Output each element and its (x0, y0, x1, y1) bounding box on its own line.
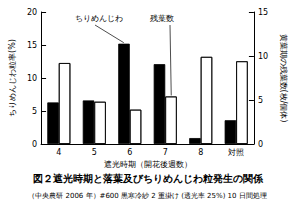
svg-text:黄葉期の残葉数(枚/個体): 黄葉期の残葉数(枚/個体) (279, 34, 288, 123)
svg-text:10: 10 (27, 74, 37, 83)
svg-text:20: 20 (27, 8, 37, 17)
svg-text:6: 6 (127, 148, 132, 157)
svg-text:5: 5 (92, 148, 97, 157)
svg-text:図２遮光時期と落葉及びちりめんじわ粒発生の関係: 図２遮光時期と落葉及びちりめんじわ粒発生の関係 (33, 173, 264, 184)
svg-text:ちりめんじわ: ちりめんじわ (75, 14, 123, 23)
svg-text:10: 10 (258, 52, 268, 61)
svg-text:7: 7 (163, 148, 168, 157)
svg-text:対照: 対照 (228, 148, 244, 157)
svg-text:15: 15 (27, 41, 37, 50)
svg-text:5: 5 (258, 96, 263, 105)
svg-text:遮光時期（開花後週数）: 遮光時期（開花後週数） (104, 160, 192, 169)
svg-text:ちりめんじわ粒率(%): ちりめんじわ粒率(%) (8, 39, 17, 117)
svg-text:0: 0 (258, 140, 263, 149)
svg-text:（中央農研 2006 年）#600 黒寒冷紗 2 重掛け (: （中央農研 2006 年）#600 黒寒冷紗 2 重掛け (透光率 25%) 1… (28, 192, 266, 200)
svg-text:残葉数: 残葉数 (150, 14, 174, 23)
svg-text:4: 4 (56, 148, 61, 157)
svg-text:15: 15 (258, 8, 268, 17)
svg-text:5: 5 (32, 107, 37, 116)
svg-text:8: 8 (198, 148, 203, 157)
svg-text:0: 0 (32, 140, 37, 149)
